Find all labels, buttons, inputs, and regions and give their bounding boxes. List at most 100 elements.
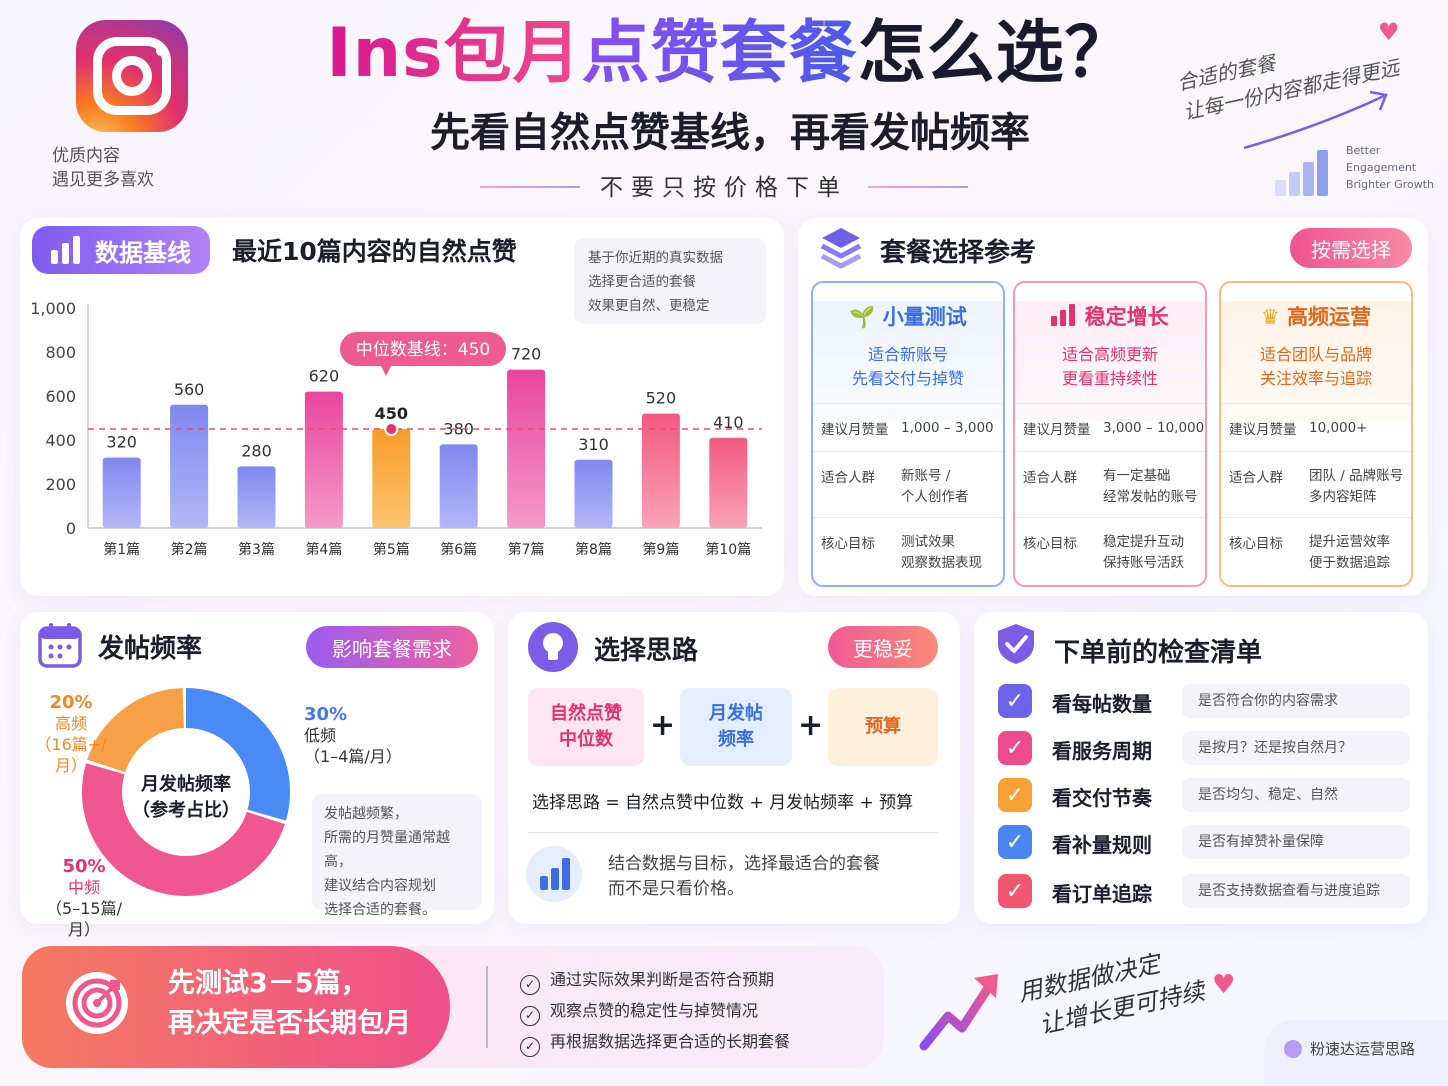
logic-box-budget: 预算 xyxy=(828,688,938,766)
bar xyxy=(439,444,478,528)
row-key: 适合人群 xyxy=(1023,470,1077,486)
target-icon-graphic xyxy=(72,978,122,1028)
baseline-pill: 数据基线 xyxy=(32,226,210,274)
logic-box-median-line-1: 自然点赞 xyxy=(550,703,622,724)
plans-title: 套餐选择参考 xyxy=(880,238,1037,268)
y-tick-label: 400 xyxy=(45,431,76,450)
checkbox-icon[interactable]: ✓ xyxy=(998,778,1032,812)
plan-steady-growth-row-audience: 适合人群 有一定基础 经常发帖的账号 xyxy=(1015,451,1205,517)
logic-note-line-1: 结合数据与目标，选择最适合的套餐 xyxy=(608,854,880,874)
plan-small-test-desc: 适合新账号 先看交付与掉赞 xyxy=(813,343,1003,391)
frequency-title: 发帖频率 xyxy=(98,634,203,664)
calendar-icon xyxy=(38,623,82,668)
chart-note: 基于你近期的真实数据 选择更合适的套餐 效果更自然、更稳定 xyxy=(574,238,766,324)
segment-mid-label: 50% 中频 （5–15篇/月） xyxy=(36,856,132,940)
y-tick-label: 1,000 xyxy=(30,299,76,318)
check-circle-icon: ✓ xyxy=(520,975,540,995)
x-tick-label: 第3篇 xyxy=(238,541,275,558)
plan-small-test-row-goal: 核心目标 测试效果观察数据表现 xyxy=(813,517,1003,585)
checklist-item-label: 看订单追踪 xyxy=(1052,882,1152,906)
chart-note-line-1: 基于你近期的真实数据 xyxy=(588,250,723,266)
plan-steady-growth[interactable]: 稳定增长 适合高频更新 更看重持续性 建议月赞量 3,000 – 10,000 适… xyxy=(1013,281,1207,587)
bottom-point: ✓ 观察点赞的稳定性与掉赞情况 xyxy=(520,997,758,1026)
segment-high-range: （16篇+/月） xyxy=(35,735,107,775)
row-key: 建议月赞量 xyxy=(1023,422,1091,438)
bar xyxy=(237,466,276,528)
page-title: Ins包月点赞套餐怎么选？ xyxy=(250,8,1210,100)
x-tick-label: 第1篇 xyxy=(103,541,140,558)
plan-steady-growth-desc-2: 更看重持续性 xyxy=(1061,369,1158,388)
donut-center-label: 月发帖频率 （参考占比） xyxy=(108,772,264,824)
frequency-note-line-3: 建议结合内容规划 xyxy=(324,878,436,894)
checklist-item-desc: 是否符合你的内容需求 xyxy=(1182,684,1410,718)
badge-line-1: Better xyxy=(1346,144,1381,157)
row-value-line-2: 便于数据追踪 xyxy=(1309,555,1390,571)
logic-box-frequency-line-1: 月发帖 xyxy=(709,703,763,724)
plan-small-test-header: 🌱 小量测试 适合新账号 先看交付与掉赞 xyxy=(813,301,1003,421)
shield-check-icon xyxy=(998,624,1034,664)
logic-divider xyxy=(528,832,938,833)
logic-box-frequency-line-2: 频率 xyxy=(718,729,754,750)
brand-dot-icon xyxy=(1284,1040,1302,1058)
median-callout-label: 中位数基线：450 xyxy=(356,340,490,360)
plan-steady-growth-desc-1: 适合高频更新 xyxy=(1061,345,1158,364)
plan-small-test-label: 小量测试 xyxy=(882,305,967,329)
trend-up-arrow-icon xyxy=(919,974,998,1051)
bar xyxy=(170,404,209,528)
bar-value-label: 720 xyxy=(511,345,542,364)
row-value: 提升运营效率 便于数据追踪 xyxy=(1309,532,1411,574)
logic-note: 结合数据与目标，选择最适合的套餐 而不是只看价格。 xyxy=(608,852,880,902)
plan-steady-growth-header: 稳定增长 适合高频更新 更看重持续性 xyxy=(1015,301,1205,421)
checklist-item-label: 看服务周期 xyxy=(1052,739,1152,763)
plan-small-test-desc-1: 适合新账号 xyxy=(867,345,948,364)
layers-icon xyxy=(820,228,862,269)
row-key: 核心目标 xyxy=(821,536,875,552)
bar-value-label: 380 xyxy=(443,419,474,438)
plan-steady-growth-row-volume: 建议月赞量 3,000 – 10,000 xyxy=(1015,403,1205,451)
bar-value-label: 310 xyxy=(578,435,609,454)
checkbox-icon[interactable]: ✓ xyxy=(998,731,1032,765)
segment-high-name: 高频 xyxy=(54,714,87,733)
y-tick-label: 0 xyxy=(66,519,76,538)
x-tick-label: 第6篇 xyxy=(440,541,477,558)
bar xyxy=(372,429,411,528)
title-part-3: 怎么选？ xyxy=(857,14,1134,93)
plan-high-frequency[interactable]: ♛ 高频运营 适合团队与品牌 关注效率与追踪 建议月赞量 10,000+ 适合人群… xyxy=(1219,281,1413,587)
bottom-point: ✓ 通过实际效果判断是否符合预期 xyxy=(520,966,774,995)
donut-center xyxy=(123,729,249,855)
bar-value-label: 320 xyxy=(106,433,137,452)
checkbox-icon[interactable]: ✓ xyxy=(998,874,1032,908)
logic-formula: 选择思路 = 自然点赞中位数 + 月发帖频率 + 预算 xyxy=(532,793,914,813)
baseline-pill-label: 数据基线 xyxy=(95,238,191,267)
frequency-note-line-4: 选择合适的套餐。 xyxy=(324,902,436,918)
likes-bar-chart: 0 200 400 600 800 1,000 320 第1篇 560 第2篇 280 第3篇 620 第… xyxy=(30,299,762,558)
frequency-note-line-1: 发帖越频繁， xyxy=(324,806,408,822)
plan-high-frequency-desc-1: 适合团队与品牌 xyxy=(1259,345,1372,364)
checklist-title: 下单前的检查清单 xyxy=(1054,638,1263,668)
sprout-icon: 🌱 xyxy=(849,305,876,329)
checkbox-icon[interactable]: ✓ xyxy=(998,825,1032,859)
brand-badge: 粉速达运营思路 xyxy=(1264,1020,1448,1086)
checkbox-icon[interactable]: ✓ xyxy=(998,684,1032,718)
bar-value-label: 560 xyxy=(174,380,205,399)
row-value-line-2: 观察数据表现 xyxy=(901,555,982,571)
logic-title: 选择思路 xyxy=(594,636,699,666)
heart-icon: ♥ xyxy=(1212,970,1236,1000)
segment-low-label: 30% 低频 （1–4篇/月） xyxy=(304,704,402,767)
plan-small-test-row-volume: 建议月赞量 1,000 – 3,000 xyxy=(813,403,1003,451)
x-tick-label: 第4篇 xyxy=(305,541,342,558)
plan-high-frequency-header: ♛ 高频运营 适合团队与品牌 关注效率与追踪 xyxy=(1221,301,1411,421)
check-circle-icon: ✓ xyxy=(520,1006,540,1026)
median-callout-bg xyxy=(340,332,506,366)
row-value-line-1: 测试效果 xyxy=(901,534,955,550)
plan-steady-growth-desc: 适合高频更新 更看重持续性 xyxy=(1015,343,1205,391)
frequency-tag: 影响套餐需求 xyxy=(306,626,478,668)
donut-center-line-2: （参考占比） xyxy=(132,800,240,821)
plan-high-frequency-row-volume: 建议月赞量 10,000+ xyxy=(1221,403,1411,451)
row-value: 团队 / 品牌账号 多内容矩阵 xyxy=(1309,466,1411,508)
bottom-divider xyxy=(486,966,488,1048)
row-value-line-1: 有一定基础 xyxy=(1103,468,1171,484)
plan-small-test[interactable]: 🌱 小量测试 适合新账号 先看交付与掉赞 建议月赞量 1,000 – 3,000 … xyxy=(811,281,1005,587)
checklist-item-label: 看交付节奏 xyxy=(1052,786,1152,810)
bottom-point-text: 通过实际效果判断是否符合预期 xyxy=(550,970,775,989)
